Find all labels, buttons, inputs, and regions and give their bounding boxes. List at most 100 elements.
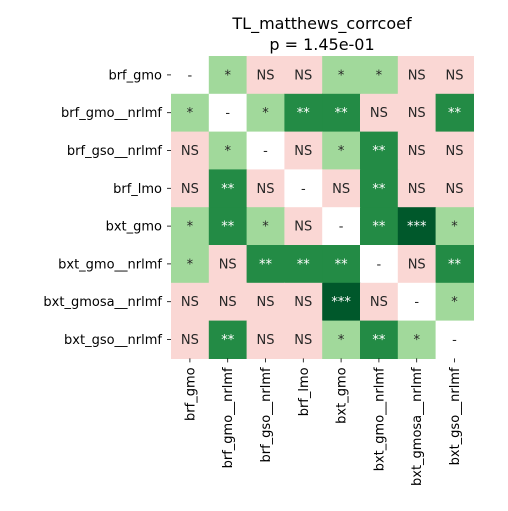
cell-label: * bbox=[224, 144, 231, 159]
cell-label: * bbox=[187, 220, 194, 235]
heatmap-cell bbox=[284, 169, 323, 208]
cell-label: NS bbox=[294, 144, 312, 159]
cell-label: NS bbox=[370, 295, 388, 310]
cell-label: - bbox=[188, 68, 193, 83]
cell-label: NS bbox=[294, 220, 312, 235]
column-tick-label: bxt_gso__nrlmf bbox=[448, 367, 463, 465]
cell-label: ** bbox=[221, 333, 235, 348]
cell-label: ** bbox=[335, 257, 349, 272]
heatmap-cell bbox=[322, 56, 361, 95]
heatmap-cell bbox=[284, 56, 323, 95]
heatmap-cell bbox=[208, 169, 248, 208]
cell-label: ** bbox=[448, 257, 462, 272]
cell-label: NS bbox=[446, 144, 464, 159]
heatmap-cell bbox=[360, 131, 399, 170]
heatmap-cell bbox=[435, 320, 474, 359]
cell-label: NS bbox=[370, 106, 388, 121]
heatmap-cell bbox=[360, 93, 399, 133]
heatmap-cell bbox=[397, 245, 437, 284]
heatmap-cell bbox=[397, 169, 437, 208]
cell-label: - bbox=[339, 220, 344, 235]
heatmap-cell bbox=[322, 282, 361, 322]
heatmap-cell bbox=[435, 245, 474, 284]
heatmap-cell bbox=[208, 320, 248, 359]
column-tick-label: bxt_gmo bbox=[335, 367, 350, 423]
cell-label: ** bbox=[259, 257, 273, 272]
heatmap-cell bbox=[435, 56, 474, 95]
heatmap-cell bbox=[322, 131, 361, 170]
row-tick-label: bxt_gmo__nrlmf bbox=[58, 257, 162, 272]
cell-label: NS bbox=[219, 295, 237, 310]
cell-label: ** bbox=[297, 257, 311, 272]
cell-label: - bbox=[377, 257, 382, 272]
heatmap-cell bbox=[171, 56, 210, 95]
heatmap-cell bbox=[397, 207, 437, 246]
heatmap-cell bbox=[284, 207, 323, 246]
heatmap-cell bbox=[208, 207, 248, 246]
cell-label: NS bbox=[408, 68, 426, 83]
cell-label: * bbox=[413, 333, 420, 348]
heatmap-cell bbox=[397, 131, 437, 170]
cell-label: NS bbox=[181, 333, 199, 348]
heatmap-cell bbox=[284, 245, 323, 284]
cell-label: - bbox=[452, 333, 457, 348]
cell-label: ** bbox=[372, 333, 386, 348]
heatmap-cell bbox=[322, 245, 361, 284]
heatmap-cell bbox=[246, 169, 285, 208]
heatmap-cell bbox=[171, 320, 210, 359]
column-tick-label: bxt_gmosa__nrlmf bbox=[410, 367, 425, 486]
cell-label: * bbox=[338, 333, 345, 348]
heatmap-cell bbox=[246, 320, 285, 359]
row-tick-label: bxt_gmosa__nrlmf bbox=[43, 295, 162, 310]
heatmap-cell bbox=[322, 169, 361, 208]
cell-label: *** bbox=[407, 220, 427, 235]
cell-label: NS bbox=[257, 182, 275, 197]
heatmap-cell bbox=[246, 93, 285, 133]
cell-label: NS bbox=[332, 182, 350, 197]
heatmap-cell bbox=[435, 282, 474, 322]
cell-label: ** bbox=[372, 182, 386, 197]
column-tick-label: brf_gmo bbox=[183, 367, 198, 421]
row-tick-labels: brf_gmo brf_gmo__nrlmf brf_gso__nrlmf brf_l… bbox=[43, 68, 171, 348]
cell-label: NS bbox=[181, 182, 199, 197]
heatmap-cell bbox=[360, 169, 399, 208]
heatmap-cell bbox=[246, 207, 285, 246]
cell-label: ** bbox=[297, 106, 311, 121]
heatmap-cell bbox=[360, 245, 399, 284]
cell-label: * bbox=[338, 68, 345, 83]
cell-label: - bbox=[263, 144, 268, 159]
cell-label: * bbox=[262, 106, 269, 121]
cell-label: NS bbox=[294, 68, 312, 83]
heatmap-cell bbox=[171, 245, 210, 284]
row-tick-label: brf_gso__nrlmf bbox=[67, 144, 163, 159]
heatmap-cell bbox=[208, 245, 248, 284]
heatmap-cell bbox=[208, 131, 248, 170]
cell-label: ** bbox=[372, 220, 386, 235]
cell-label: * bbox=[187, 257, 194, 272]
heatmap-cell bbox=[397, 56, 437, 95]
row-tick-label: brf_gmo__nrlmf bbox=[61, 106, 162, 121]
heatmap-cell bbox=[284, 131, 323, 170]
heatmap-cell bbox=[360, 320, 399, 359]
cell-label: - bbox=[301, 182, 306, 197]
heatmap-cell-labels: - * NS NS * * NS NS* - * ** ** NS NS **NS * - NS * ** NS NSNS… bbox=[181, 68, 464, 348]
heatmap-cell bbox=[397, 320, 437, 359]
heatmap-cell bbox=[435, 207, 474, 246]
heatmap-cell bbox=[208, 56, 248, 95]
cell-label: NS bbox=[181, 144, 199, 159]
chart-subtitle: p = 1.45e-01 bbox=[269, 35, 374, 54]
heatmap-cell bbox=[435, 131, 474, 170]
row-tick-label: bxt_gmo bbox=[106, 220, 162, 235]
heatmap-cell bbox=[360, 282, 399, 322]
cell-label: * bbox=[224, 68, 231, 83]
heatmap-cell bbox=[322, 93, 361, 133]
heatmap-cell bbox=[284, 320, 323, 359]
cell-label: ** bbox=[448, 106, 462, 121]
heatmap-cell bbox=[284, 93, 323, 133]
heatmap-cell bbox=[208, 93, 248, 133]
cell-label: - bbox=[414, 295, 419, 310]
cell-label: * bbox=[338, 144, 345, 159]
heatmap-cell bbox=[246, 282, 285, 322]
cell-label: * bbox=[451, 220, 458, 235]
